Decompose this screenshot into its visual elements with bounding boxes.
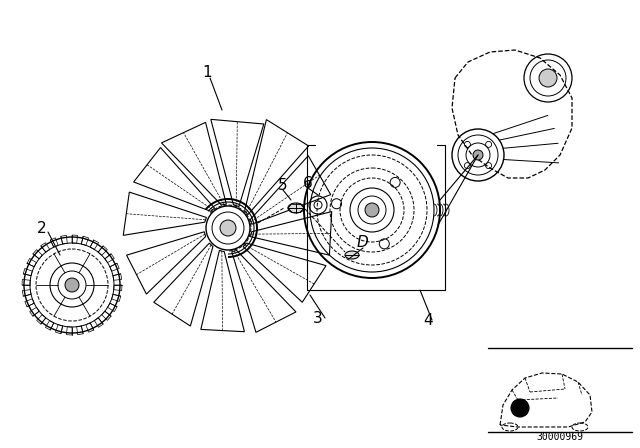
Text: 3: 3 [313,310,323,326]
Circle shape [365,203,379,217]
Text: 30000969: 30000969 [536,432,584,442]
Circle shape [511,399,529,417]
Text: 2: 2 [37,220,47,236]
Circle shape [220,220,236,236]
Circle shape [65,278,79,292]
Text: 1: 1 [202,65,212,79]
Text: D: D [356,234,368,250]
Text: 5: 5 [278,177,288,193]
Text: 6: 6 [303,176,313,190]
Circle shape [539,69,557,87]
Circle shape [473,150,483,160]
Ellipse shape [288,203,304,213]
Ellipse shape [345,251,359,259]
Text: 4: 4 [423,313,433,327]
